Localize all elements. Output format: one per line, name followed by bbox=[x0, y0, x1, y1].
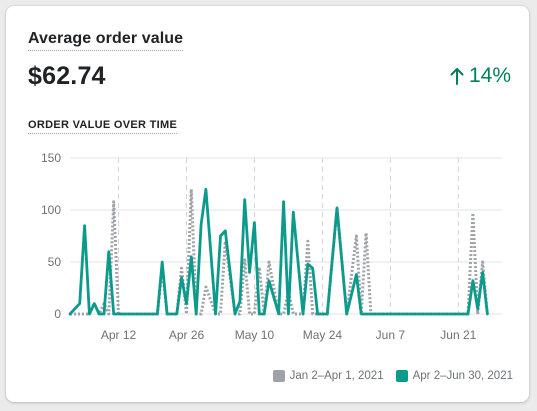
y-tick-label: 0 bbox=[54, 307, 61, 321]
metric-change-value: 14% bbox=[468, 64, 511, 87]
series-line-current bbox=[68, 187, 489, 316]
x-tick-label: Apr 26 bbox=[169, 328, 205, 342]
x-tick-label: Jun 7 bbox=[376, 328, 406, 342]
x-axis: Apr 12 Apr 26 May 10 May 24 Jun 7 Jun 21 bbox=[101, 328, 477, 342]
chart-series bbox=[68, 187, 489, 316]
metric-value: $62.74 bbox=[28, 62, 106, 90]
arrow-up-icon bbox=[450, 68, 464, 85]
card-title[interactable]: Average order value bbox=[28, 30, 184, 51]
legend-item-previous[interactable]: Jan 2–Apr 1, 2021 bbox=[272, 370, 384, 382]
series-line-previous bbox=[70, 187, 489, 316]
x-tick-label: May 10 bbox=[235, 328, 275, 342]
x-tick-label: Jun 21 bbox=[440, 328, 476, 342]
metric-change: 14% bbox=[450, 64, 511, 88]
chart-subtitle[interactable]: ORDER VALUE OVER TIME bbox=[28, 119, 178, 134]
x-tick-label: Apr 12 bbox=[101, 328, 137, 342]
x-tick-label: May 24 bbox=[303, 328, 343, 342]
legend-item-current[interactable]: Apr 2–Jun 30, 2021 bbox=[395, 370, 513, 382]
legend-swatch-current bbox=[395, 370, 408, 382]
legend-label-current: Apr 2–Jun 30, 2021 bbox=[412, 370, 513, 382]
order-value-chart: 0 50 100 150 Apr 12 Apr 26 May 10 May 24 Jun 7 J… bbox=[41, 151, 502, 342]
legend-swatch-previous bbox=[272, 370, 285, 382]
chart-legend: Jan 2–Apr 1, 2021 Apr 2–Jun 30, 2021 bbox=[272, 370, 513, 382]
y-tick-label: 150 bbox=[41, 151, 61, 165]
y-axis: 0 50 100 150 bbox=[41, 151, 61, 321]
legend-label-previous: Jan 2–Apr 1, 2021 bbox=[289, 370, 384, 382]
y-tick-label: 50 bbox=[48, 255, 62, 269]
y-tick-label: 100 bbox=[41, 203, 61, 217]
average-order-value-card: Average order value $62.74 14% ORDER VAL… bbox=[6, 6, 529, 402]
